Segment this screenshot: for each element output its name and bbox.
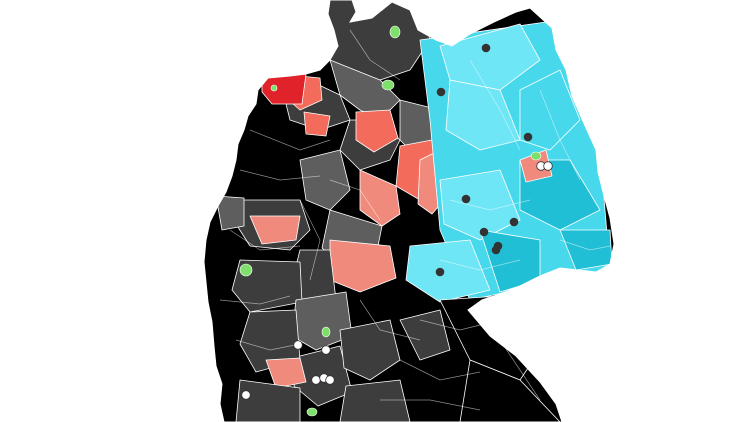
green-district: [530, 151, 542, 161]
district-border-line: [349, 29, 401, 81]
district-borders: [219, 29, 611, 411]
region-bavaria-3: [399, 309, 451, 361]
region-north-coral-2: [355, 109, 399, 153]
city-marker-west: [293, 340, 303, 350]
green-district: [239, 263, 253, 277]
region-south-2: [339, 379, 411, 422]
city-marker-east: [481, 43, 491, 53]
district-border-line: [539, 89, 581, 181]
region-east-2: [445, 79, 521, 151]
city-marker-east: [461, 194, 471, 204]
district-border-line: [380, 399, 481, 411]
city-marker-east: [479, 227, 489, 237]
city-marker-west: [321, 345, 331, 355]
green-district: [306, 407, 318, 417]
green-district: [270, 84, 278, 92]
city-marker-east: [523, 132, 533, 142]
district-border-line: [449, 199, 531, 211]
city-marker-west: [543, 161, 553, 171]
region-bavaria-2: [459, 359, 561, 422]
district-border-line: [239, 169, 321, 181]
country-outline: [203, 0, 615, 422]
city-marker-east: [436, 87, 446, 97]
region-west-edge: [215, 195, 245, 231]
region-north-coral-4: [303, 111, 331, 137]
district-border-line: [359, 299, 421, 341]
region-east-3: [519, 69, 581, 151]
city-marker-east: [509, 217, 519, 227]
region-west-2: [299, 149, 351, 211]
green-district: [389, 25, 401, 39]
region-north-salmon-1: [359, 169, 401, 227]
region-east-7: [405, 239, 491, 303]
district-border-line: [439, 259, 521, 271]
region-south-1: [339, 319, 401, 381]
region-emsland-red: [261, 73, 307, 105]
city-marker-west: [311, 375, 321, 385]
district-border-line: [249, 129, 331, 151]
district-border-line: [229, 229, 301, 251]
district-border-line: [419, 319, 501, 331]
district-border-line: [469, 59, 521, 151]
green-district: [381, 79, 395, 91]
city-marker-west: [325, 375, 335, 385]
district-border-line: [299, 199, 321, 281]
region-southwest-salmon: [265, 357, 307, 389]
city-markers: [241, 43, 553, 400]
city-marker-east: [435, 267, 445, 277]
city-marker-east: [491, 245, 501, 255]
region-west-salmon: [249, 215, 301, 245]
district-border-line: [235, 339, 301, 351]
district-border-line: [559, 239, 611, 251]
district-border-line: [219, 295, 291, 305]
district-border-line: [499, 339, 541, 401]
city-marker-west: [241, 390, 251, 400]
district-border-line: [329, 179, 381, 221]
region-east-1: [439, 23, 541, 91]
green-district: [321, 326, 331, 338]
district-border-line: [399, 359, 481, 381]
region-southwest-2: [235, 379, 301, 422]
region-east-4: [439, 169, 521, 241]
